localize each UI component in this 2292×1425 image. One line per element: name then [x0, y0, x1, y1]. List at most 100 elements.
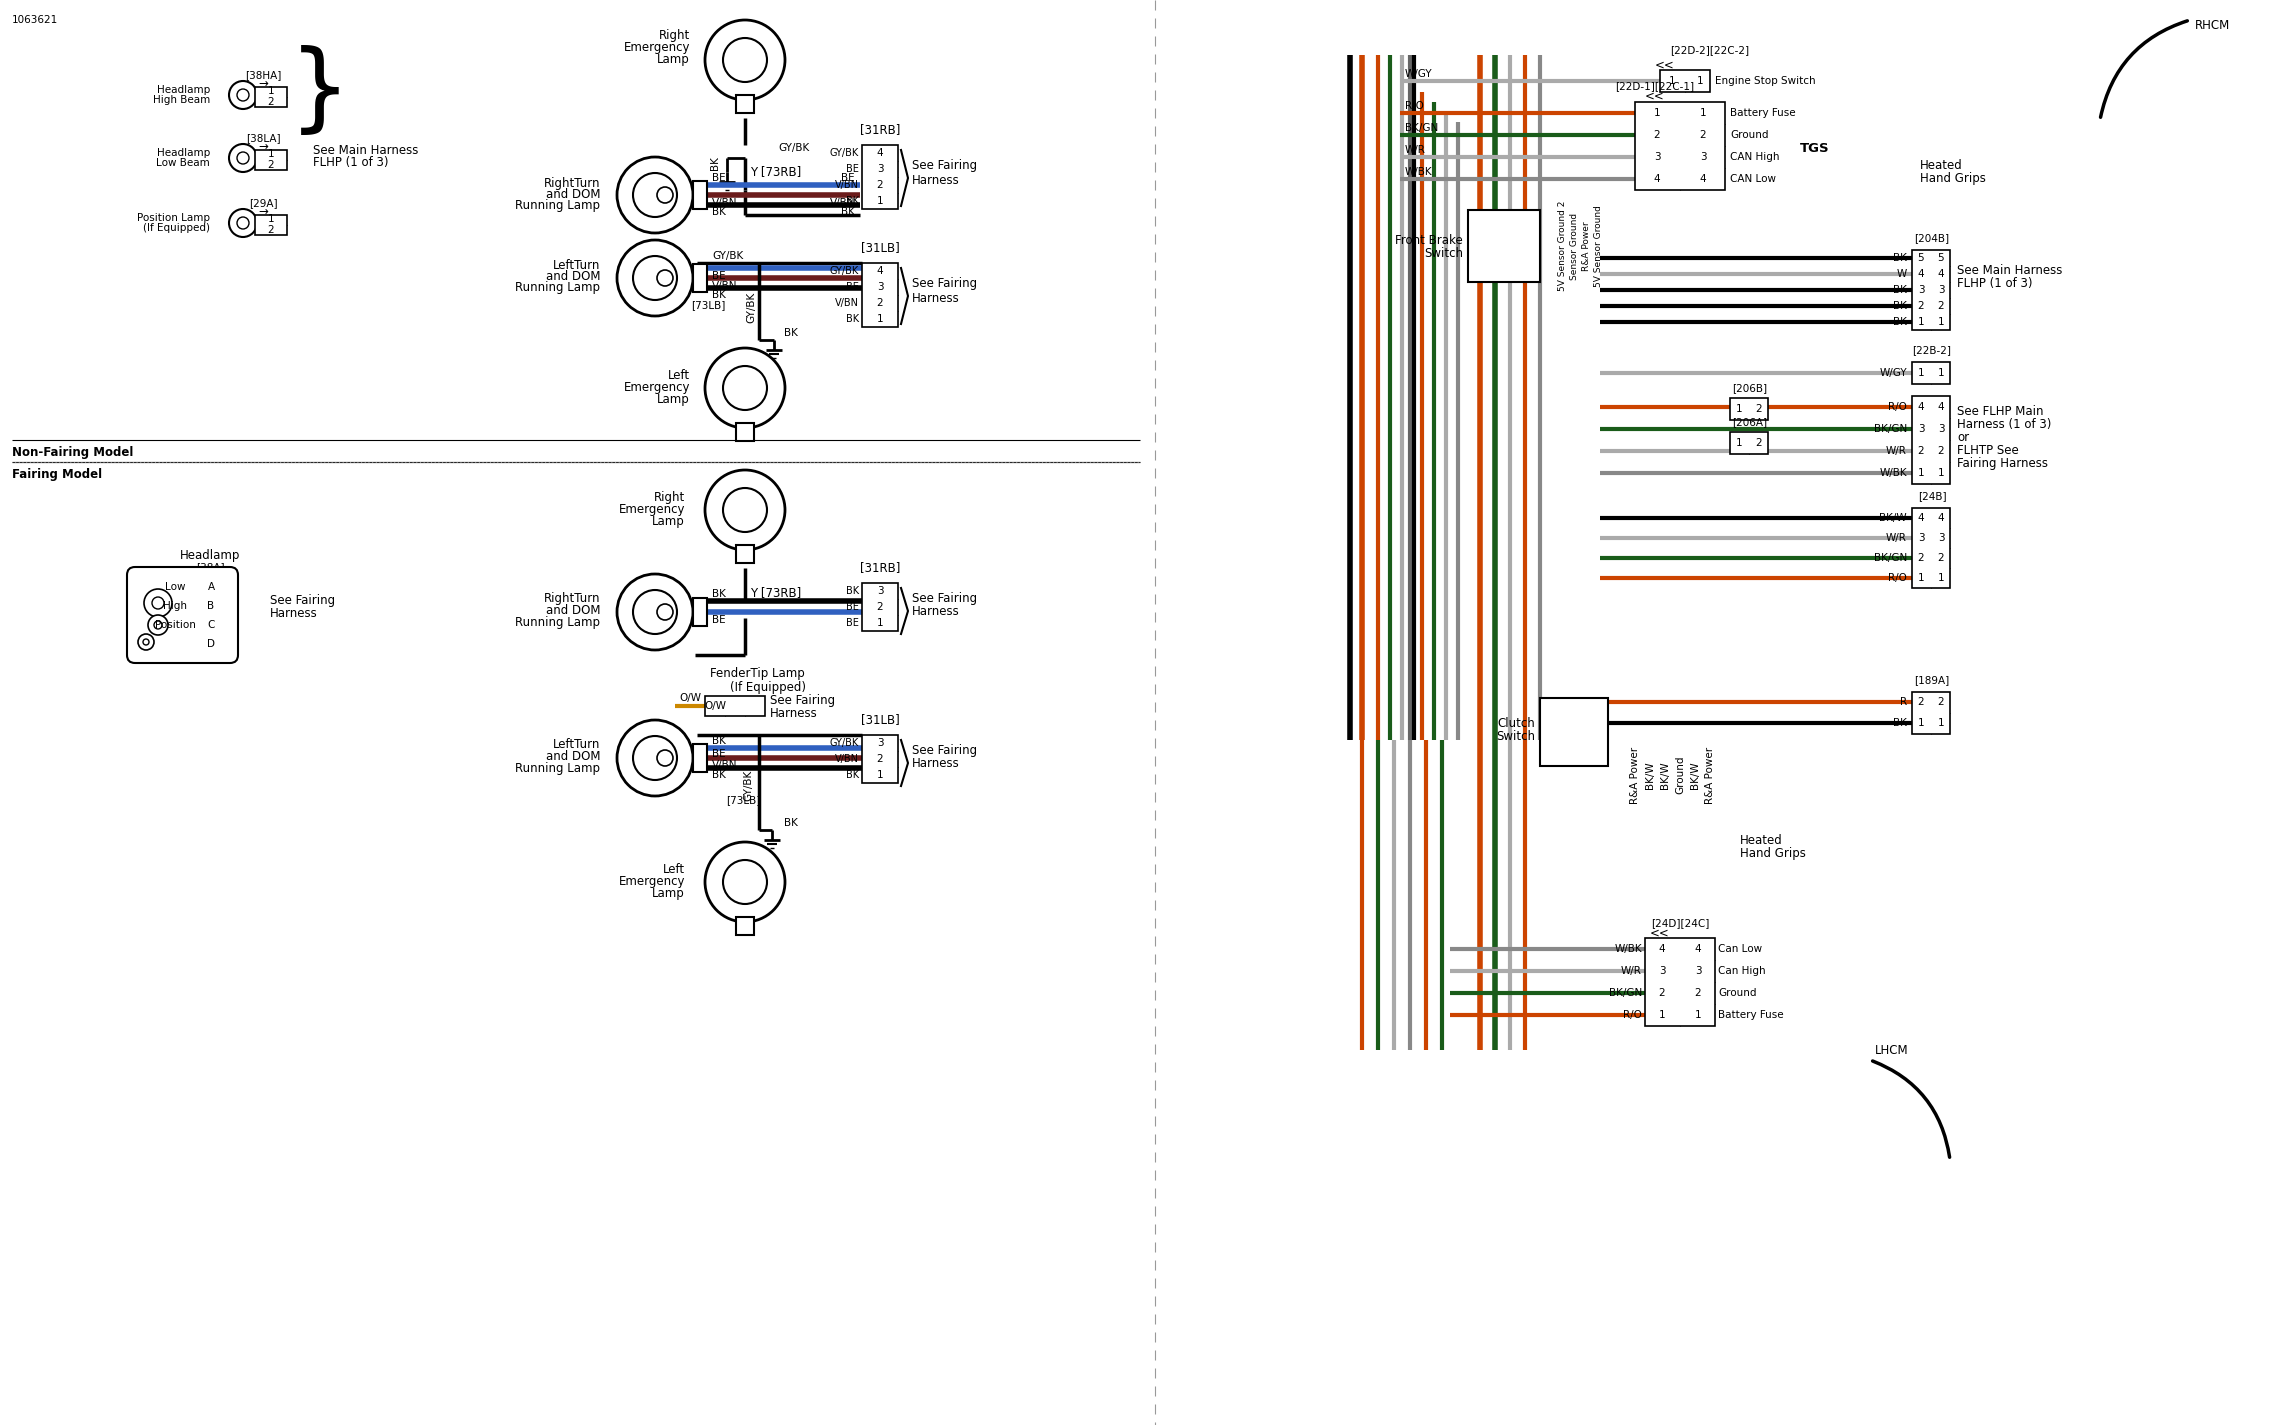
Circle shape: [722, 38, 768, 83]
Text: 1: 1: [1659, 1010, 1666, 1020]
Text: Y [73RB]: Y [73RB]: [749, 165, 802, 178]
Text: R/O: R/O: [1889, 402, 1907, 412]
Text: 3: 3: [1659, 966, 1666, 976]
Bar: [692, 598, 706, 626]
Text: Harness (1 of 3): Harness (1 of 3): [1957, 418, 2051, 430]
Text: 2: 2: [1937, 697, 1944, 707]
Text: RightTurn: RightTurn: [543, 591, 601, 604]
Text: 2: 2: [268, 225, 275, 235]
Text: 5: 5: [1937, 254, 1944, 264]
Circle shape: [617, 239, 692, 316]
Text: Emergency: Emergency: [623, 380, 690, 393]
Text: See Fairing: See Fairing: [912, 591, 976, 604]
Text: Sensor Ground: Sensor Ground: [1570, 212, 1579, 279]
Text: BK: BK: [713, 291, 727, 301]
Text: Harness: Harness: [270, 607, 319, 620]
Text: [22B-2]: [22B-2]: [1912, 345, 1950, 355]
Text: 4: 4: [1659, 943, 1666, 953]
Bar: [736, 423, 754, 440]
Text: R/O: R/O: [1889, 573, 1907, 583]
Bar: [254, 87, 286, 107]
Text: 1063621: 1063621: [11, 16, 57, 26]
Text: 2: 2: [268, 160, 275, 170]
Text: Hand Grips: Hand Grips: [1740, 846, 1806, 859]
Text: BK: BK: [713, 207, 727, 217]
Circle shape: [142, 638, 149, 646]
Bar: [254, 215, 286, 235]
Text: 4: 4: [1701, 174, 1705, 184]
Bar: [1730, 398, 1767, 420]
Text: [189A]: [189A]: [1914, 675, 1950, 685]
Text: BE: BE: [713, 616, 727, 626]
Text: BK: BK: [713, 770, 727, 779]
Circle shape: [706, 348, 784, 428]
Text: Running Lamp: Running Lamp: [516, 761, 601, 775]
Text: Harness: Harness: [770, 707, 818, 720]
Text: 1: 1: [268, 150, 275, 160]
Text: (If Equipped): (If Equipped): [142, 222, 211, 234]
Bar: [1912, 693, 1950, 734]
Text: R: R: [1900, 697, 1907, 707]
Text: Fairing Harness: Fairing Harness: [1957, 456, 2049, 469]
Text: [206B]: [206B]: [1733, 383, 1767, 393]
Text: BK/GN: BK/GN: [1405, 123, 1439, 133]
Text: W/BK: W/BK: [1405, 167, 1432, 177]
Text: 4: 4: [1937, 269, 1944, 279]
Text: 2: 2: [1918, 697, 1925, 707]
Text: FLHTP See: FLHTP See: [1957, 443, 2019, 456]
Text: See Fairing: See Fairing: [912, 276, 976, 289]
Text: Can Low: Can Low: [1719, 943, 1763, 953]
Text: 3: 3: [1655, 152, 1659, 162]
Text: V/BN: V/BN: [834, 180, 860, 190]
Text: →: →: [259, 77, 268, 90]
Text: FLHP (1 of 3): FLHP (1 of 3): [314, 155, 390, 168]
Circle shape: [658, 187, 674, 202]
Text: <<: <<: [1650, 926, 1671, 939]
Circle shape: [154, 621, 163, 628]
Text: 2: 2: [876, 754, 882, 764]
Text: Harness: Harness: [912, 174, 960, 187]
Text: [38A]: [38A]: [195, 561, 225, 571]
Text: or: or: [1957, 430, 1969, 443]
Circle shape: [236, 152, 250, 164]
Text: 2: 2: [1694, 988, 1701, 998]
Text: 2: 2: [1918, 553, 1925, 563]
Text: 2: 2: [1701, 130, 1705, 140]
Text: }: }: [289, 44, 351, 137]
Text: 2: 2: [1937, 301, 1944, 311]
Text: [31LB]: [31LB]: [860, 241, 898, 255]
Text: 5V Sensor Ground 2: 5V Sensor Ground 2: [1559, 201, 1568, 291]
Bar: [862, 145, 898, 209]
Text: R/O: R/O: [1623, 1010, 1641, 1020]
Text: 4: 4: [1918, 402, 1925, 412]
Text: GY/BK: GY/BK: [830, 148, 860, 158]
Text: V/BN: V/BN: [713, 760, 738, 770]
Text: 1: 1: [1696, 76, 1703, 85]
Text: [73LB]: [73LB]: [692, 301, 727, 311]
Text: GY/BK: GY/BK: [830, 266, 860, 276]
Text: 3: 3: [876, 738, 882, 748]
Text: Lamp: Lamp: [653, 886, 685, 899]
Text: BE: BE: [846, 601, 860, 611]
Text: BK: BK: [713, 735, 727, 747]
Text: Right: Right: [658, 28, 690, 41]
Text: BK: BK: [1893, 254, 1907, 264]
Text: 1: 1: [876, 770, 882, 779]
Text: D: D: [206, 638, 215, 648]
Text: BK: BK: [1893, 718, 1907, 728]
Text: [38HA]: [38HA]: [245, 70, 282, 80]
Text: [32B]: [32B]: [720, 697, 752, 711]
Circle shape: [633, 256, 676, 301]
Circle shape: [149, 616, 167, 636]
Text: 2: 2: [1655, 130, 1659, 140]
Text: Engine Stop Switch: Engine Stop Switch: [1714, 76, 1815, 85]
Text: BK: BK: [711, 157, 720, 170]
Text: [73LB]: [73LB]: [727, 795, 761, 805]
Text: BK: BK: [846, 314, 860, 323]
Text: Running Lamp: Running Lamp: [516, 616, 601, 628]
Text: See Main Harness: See Main Harness: [1957, 264, 2063, 276]
Text: Switch: Switch: [1497, 730, 1536, 742]
Text: 3: 3: [1918, 425, 1925, 435]
Text: BK: BK: [1893, 301, 1907, 311]
Text: BK/W: BK/W: [1659, 761, 1671, 789]
